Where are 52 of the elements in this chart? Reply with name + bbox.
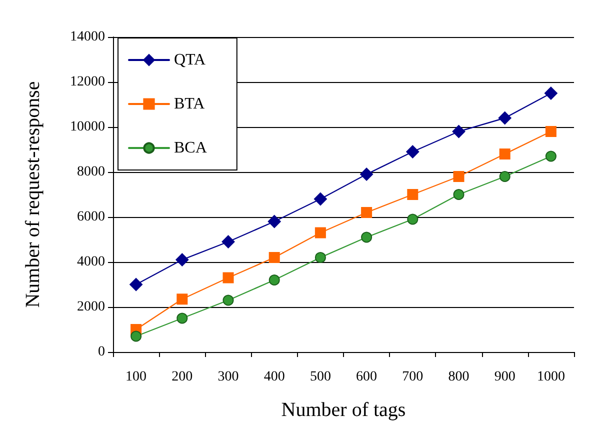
point (452, 125, 466, 138)
y-tick-label: 6000 (77, 210, 105, 224)
point (360, 168, 374, 181)
point (498, 112, 512, 124)
point (314, 227, 326, 238)
legend-label: BCA (174, 140, 208, 156)
point (176, 253, 189, 266)
point (222, 272, 234, 284)
x-tick-label: 300 (218, 370, 239, 384)
x-tick-label: 400 (264, 370, 285, 384)
point (314, 192, 327, 206)
x-tick-label: 500 (310, 370, 331, 384)
point (407, 189, 418, 200)
y-axis-title: Number of request-response (22, 81, 44, 308)
point (268, 215, 281, 228)
point (176, 294, 188, 305)
y-tick-label: 4000 (77, 254, 105, 270)
x-tick-label: 900 (494, 370, 516, 384)
point (268, 252, 280, 263)
x-tick-label: 200 (172, 370, 193, 384)
point (406, 145, 420, 158)
y-tick-label: 10000 (70, 120, 105, 134)
y-tick-label: 12000 (70, 74, 105, 90)
point (545, 126, 556, 137)
x-tick-label: 1000 (536, 370, 565, 384)
point (545, 150, 556, 162)
x-tick-label: 700 (402, 370, 424, 384)
x-tick-label: 800 (448, 370, 470, 384)
point (407, 214, 418, 225)
y-tick-label: 8000 (77, 164, 105, 180)
x-tick-label: 100 (126, 370, 147, 384)
point (499, 148, 510, 160)
point (453, 189, 464, 200)
legend-label: BTA (174, 96, 206, 112)
point (361, 232, 372, 243)
point (314, 252, 326, 263)
point (453, 171, 464, 182)
point (268, 274, 280, 286)
point (130, 278, 143, 291)
point (222, 294, 234, 306)
point (222, 235, 235, 248)
point (361, 207, 372, 218)
point (176, 312, 188, 324)
x-tick-label: 600 (356, 370, 378, 384)
y-tick-label: 0 (98, 344, 105, 360)
legend-label: QTA (174, 52, 206, 68)
point (130, 330, 142, 342)
x-axis-title: Number of tags (281, 399, 406, 421)
y-tick-label: 14000 (70, 30, 105, 44)
point (544, 86, 558, 100)
y-tick-label: 2000 (77, 300, 105, 314)
point (499, 171, 510, 182)
